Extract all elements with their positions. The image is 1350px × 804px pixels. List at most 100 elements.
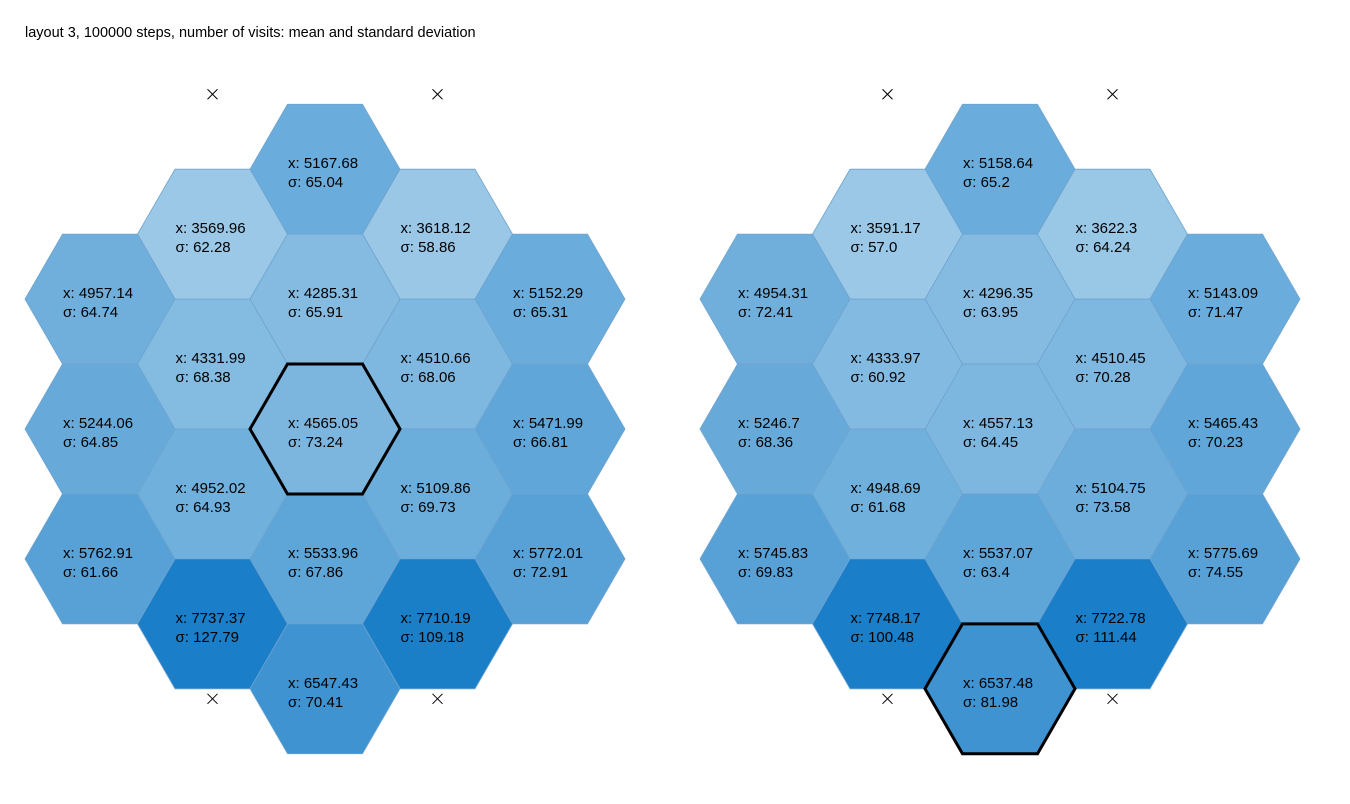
hex-mean-label: x: 5109.86 <box>401 480 471 497</box>
hex-cell: x: 4333.97 σ: 60.92 <box>812 298 963 430</box>
hex-sd-label: σ: 73.58 <box>1076 499 1131 516</box>
hex-cell: x: 3618.12 σ: 58.86 <box>362 168 513 300</box>
hex-cell: x: 4331.99 σ: 68.38 <box>137 298 288 430</box>
x-marker <box>432 693 443 705</box>
hex-cell: x: 7737.37 σ: 127.79 <box>137 558 288 690</box>
hex-mean-label: x: 4954.31 <box>738 285 808 302</box>
hex-sd-label: σ: 68.38 <box>176 369 231 386</box>
hex-mean-label: x: 7722.78 <box>1076 610 1146 627</box>
hex-mean-label: x: 6547.43 <box>288 675 358 692</box>
hex-sd-label: σ: 58.86 <box>401 239 456 256</box>
hex-mean-label: x: 5775.69 <box>1188 545 1258 562</box>
hex-sd-label: σ: 64.45 <box>963 434 1018 451</box>
hex-cell: x: 5745.83 σ: 69.83 <box>699 493 851 625</box>
x-marker <box>882 693 893 705</box>
hex-sd-label: σ: 72.41 <box>738 304 793 321</box>
hex-sd-label: σ: 67.86 <box>288 564 343 581</box>
hex-mean-label: x: 4333.97 <box>851 350 921 367</box>
hex-mean-label: x: 5537.07 <box>963 545 1033 562</box>
hex-cell: x: 5167.68 σ: 65.04 <box>249 103 401 235</box>
hex-cell: x: 4565.05 σ: 73.24 <box>249 363 401 495</box>
hex-sd-label: σ: 60.92 <box>851 369 906 386</box>
hex-sd-label: σ: 66.81 <box>513 434 568 451</box>
x-marker <box>1107 88 1118 100</box>
hex-mean-label: x: 5533.96 <box>288 545 358 562</box>
hex-mean-label: x: 5772.01 <box>513 545 583 562</box>
hex-cell-shape <box>249 623 401 755</box>
hex-mean-label: x: 7737.37 <box>176 610 246 627</box>
hex-sd-label: σ: 65.2 <box>963 174 1010 191</box>
hex-mean-label: x: 3591.17 <box>851 220 921 237</box>
hex-mean-label: x: 5745.83 <box>738 545 808 562</box>
hex-sd-label: σ: 111.44 <box>1076 629 1137 646</box>
hex-mean-label: x: 4557.13 <box>963 415 1033 432</box>
hex-cell: x: 4957.14 σ: 64.74 <box>24 233 176 365</box>
x-marker <box>207 88 218 100</box>
hex-sd-label: σ: 74.55 <box>1188 564 1243 581</box>
hex-sd-label: σ: 70.28 <box>1076 369 1131 386</box>
hex-mean-label: x: 3618.12 <box>401 220 471 237</box>
highlighted-cell-outline <box>248 362 402 496</box>
hex-sd-label: σ: 109.18 <box>401 629 464 646</box>
x-marker <box>882 88 893 100</box>
x-marker <box>432 88 443 100</box>
hex-sd-label: σ: 65.91 <box>288 304 343 321</box>
hex-mean-label: x: 5143.09 <box>1188 285 1258 302</box>
hex-cell: x: 4510.66 σ: 68.06 <box>362 298 513 430</box>
hex-cell: x: 5246.7 σ: 68.36 <box>699 363 851 495</box>
hex-cell: x: 5471.99 σ: 66.81 <box>474 363 626 495</box>
hex-cell: x: 5109.86 σ: 69.73 <box>362 428 513 560</box>
hex-cell: x: 4296.35 σ: 63.95 <box>924 233 1076 365</box>
hex-mean-label: x: 5244.06 <box>63 415 133 432</box>
hex-sd-label: σ: 64.74 <box>63 304 118 321</box>
hexgrid-panel-2: x: 5158.64 σ: 65.2 x: 3591.17 σ: 57.0 x: 362… <box>699 88 1301 756</box>
hex-mean-label: x: 5104.75 <box>1076 480 1146 497</box>
hex-cell: x: 4948.69 σ: 61.68 <box>812 428 963 560</box>
hex-sd-label: σ: 68.06 <box>401 369 456 386</box>
hex-mean-label: x: 3569.96 <box>176 220 246 237</box>
hex-sd-label: σ: 62.28 <box>176 239 231 256</box>
hex-sd-label: σ: 100.48 <box>851 629 914 646</box>
hex-mean-label: x: 5158.64 <box>963 155 1033 172</box>
hex-cell: x: 7710.19 σ: 109.18 <box>362 558 513 690</box>
hex-mean-label: x: 5246.7 <box>738 415 800 432</box>
hex-sd-label: σ: 71.47 <box>1188 304 1243 321</box>
hex-cell: x: 4557.13 σ: 64.45 <box>924 363 1076 495</box>
hex-sd-label: σ: 68.36 <box>738 434 793 451</box>
hex-mean-label: x: 5471.99 <box>513 415 583 432</box>
hex-sd-label: σ: 64.24 <box>1076 239 1131 256</box>
hex-cell: x: 7748.17 σ: 100.48 <box>812 558 963 690</box>
x-marker <box>1107 693 1118 705</box>
hex-mean-label: x: 5762.91 <box>63 545 133 562</box>
hex-sd-label: σ: 73.24 <box>288 434 343 451</box>
hex-mean-label: x: 3622.3 <box>1076 220 1138 237</box>
hex-mean-label: x: 4957.14 <box>63 285 133 302</box>
hex-sd-label: σ: 61.66 <box>63 564 118 581</box>
hex-cell: x: 6547.43 σ: 70.41 <box>249 623 401 755</box>
hex-cell: x: 3569.96 σ: 62.28 <box>137 168 288 300</box>
hex-sd-label: σ: 63.95 <box>963 304 1018 321</box>
hex-cell: x: 5143.09 σ: 71.47 <box>1149 233 1301 365</box>
hex-sd-label: σ: 64.93 <box>176 499 231 516</box>
hex-cell: x: 5244.06 σ: 64.85 <box>24 363 176 495</box>
hex-mean-label: x: 5167.68 <box>288 155 358 172</box>
hex-sd-label: σ: 65.04 <box>288 174 343 191</box>
hex-cell: x: 7722.78 σ: 111.44 <box>1037 558 1188 690</box>
hex-sd-label: σ: 72.91 <box>513 564 568 581</box>
x-marker <box>207 693 218 705</box>
hex-mean-label: x: 4952.02 <box>176 480 246 497</box>
hex-sd-label: σ: 127.79 <box>176 629 239 646</box>
hex-mean-label: x: 5465.43 <box>1188 415 1258 432</box>
hex-mean-label: x: 4285.31 <box>288 285 358 302</box>
hex-mean-label: x: 4510.66 <box>401 350 471 367</box>
hex-mean-label: x: 7710.19 <box>401 610 471 627</box>
hex-mean-label: x: 4510.45 <box>1076 350 1146 367</box>
hex-mean-label: x: 6537.48 <box>963 675 1033 692</box>
hex-mean-label: x: 7748.17 <box>851 610 921 627</box>
hex-sd-label: σ: 64.85 <box>63 434 118 451</box>
hex-mean-label: x: 5152.29 <box>513 285 583 302</box>
hex-sd-label: σ: 65.31 <box>513 304 568 321</box>
hex-sd-label: σ: 57.0 <box>851 239 898 256</box>
hex-mean-label: x: 4948.69 <box>851 480 921 497</box>
